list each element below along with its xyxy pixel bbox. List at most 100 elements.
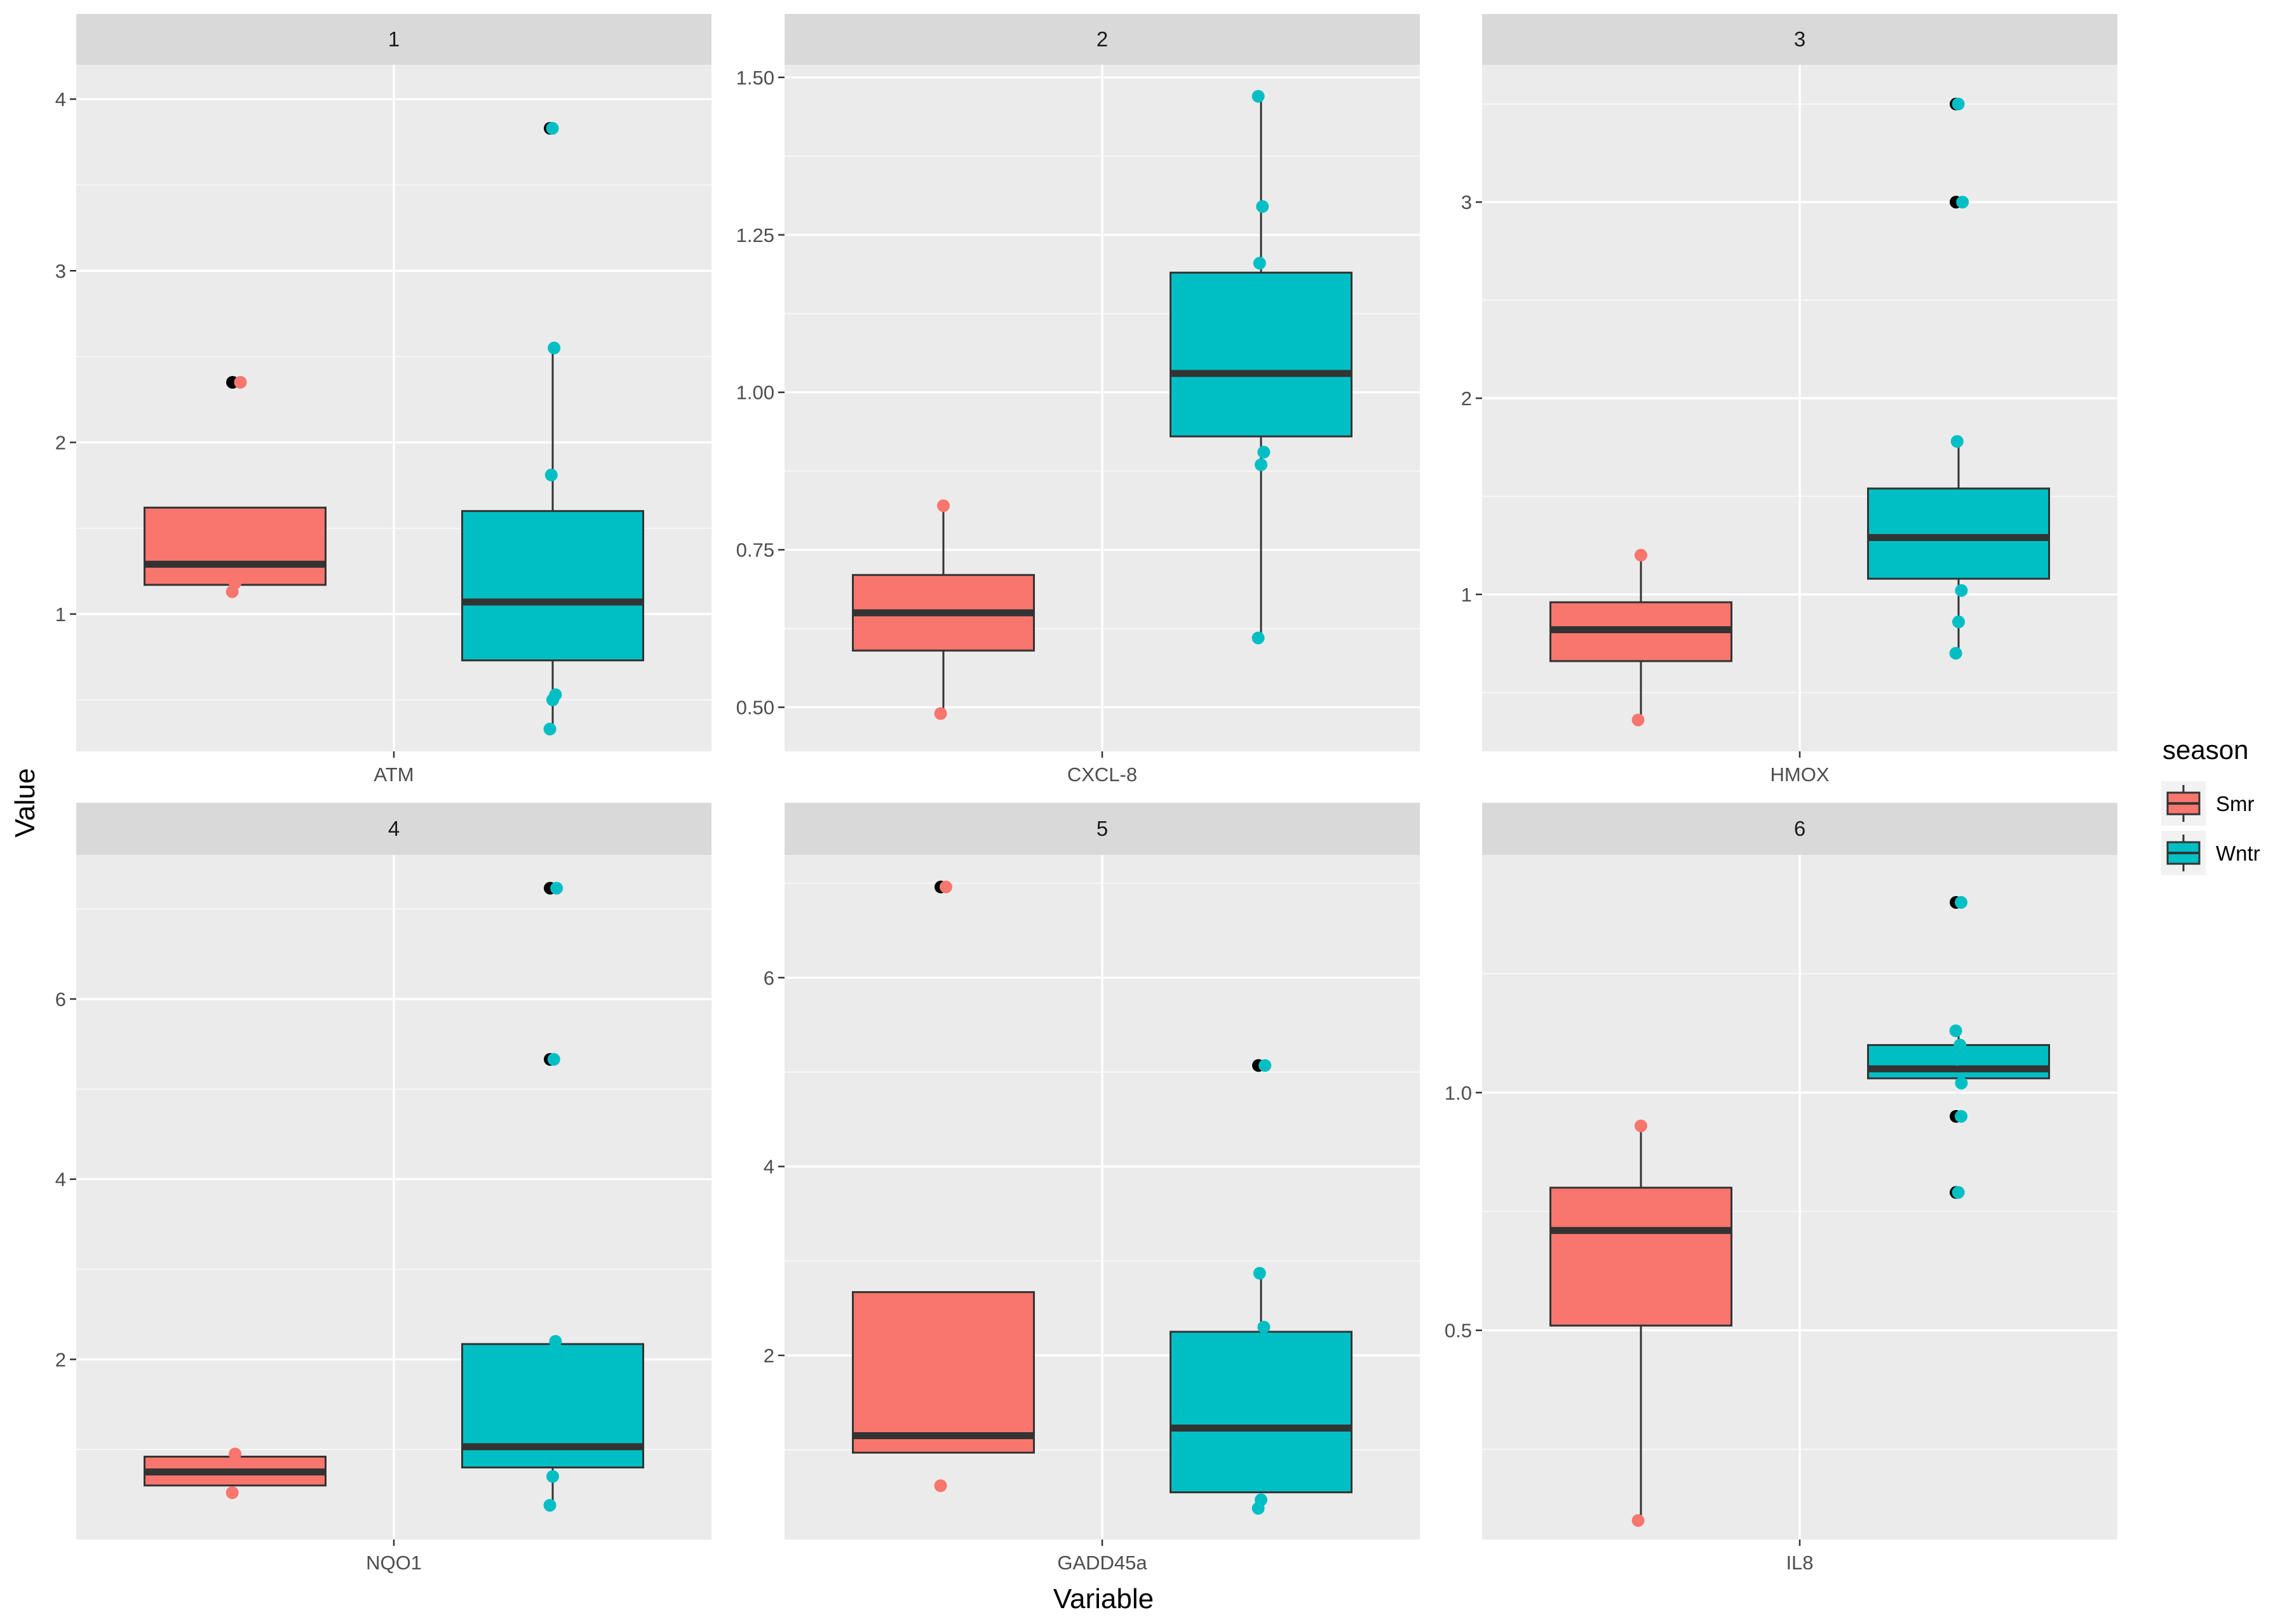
- data-point: [1950, 435, 1964, 448]
- panels-layer: 1 1 2 3 4 ATM 2 0.50 0.75 1.00 1.25 1.50 CXCL-8 3 1 2 3 H…: [55, 14, 2117, 1574]
- iqr-box: [461, 510, 644, 662]
- legend-title: season: [2162, 735, 2248, 765]
- data-point: [234, 375, 247, 389]
- data-point: [226, 1486, 239, 1500]
- data-point: [1956, 196, 1969, 209]
- data-point: [1251, 631, 1265, 645]
- y-tick-label: 6: [55, 988, 66, 1010]
- legend-label-wntr: Wntr: [2216, 842, 2260, 865]
- box-smr: [1549, 549, 1732, 727]
- facet-strip: [785, 14, 1420, 65]
- legend-label-smr: Smr: [2216, 792, 2255, 815]
- box-smr: [1549, 1119, 1732, 1527]
- data-point: [1631, 713, 1645, 727]
- data-point: [940, 880, 952, 894]
- box-wntr: [1867, 97, 2050, 660]
- facet-strip: [785, 803, 1420, 855]
- box-wntr: [461, 121, 644, 735]
- data-point: [548, 341, 561, 354]
- box-smr: [852, 499, 1035, 720]
- data-point: [1258, 1059, 1272, 1072]
- data-point: [1251, 90, 1265, 103]
- iqr-box: [852, 1291, 1035, 1454]
- y-tick-label: 1.00: [736, 382, 774, 404]
- facet-strip: [76, 14, 712, 65]
- iqr-box: [1170, 1331, 1353, 1494]
- box-smr: [144, 375, 327, 598]
- iqr-box: [1867, 487, 2050, 580]
- y-tick-label: 1.0: [1445, 1082, 1472, 1104]
- y-tick-label: 4: [55, 88, 66, 111]
- data-point: [1257, 1320, 1271, 1334]
- data-point: [550, 882, 563, 895]
- x-tick-label: NQO1: [366, 1552, 422, 1574]
- facet-strip-label: 1: [388, 27, 400, 51]
- data-point: [1952, 615, 1965, 629]
- data-point: [543, 1499, 557, 1512]
- data-point: [934, 707, 947, 720]
- y-tick-label: 3: [55, 260, 66, 282]
- x-tick-label: IL8: [1786, 1552, 1813, 1574]
- data-point: [547, 1052, 560, 1066]
- data-point: [1635, 549, 1647, 562]
- y-tick-label: 1: [1461, 584, 1472, 606]
- y-tick-label: 3: [1461, 191, 1472, 213]
- data-point: [937, 499, 950, 513]
- data-point: [1955, 896, 1967, 909]
- y-tick-label: 1.50: [736, 67, 774, 89]
- legend-key-smr: [2161, 781, 2206, 826]
- facet-strip-label: 6: [1794, 817, 1805, 840]
- x-tick-label: GADD45a: [1057, 1552, 1147, 1574]
- data-point: [1955, 584, 1968, 597]
- iqr-box: [144, 506, 327, 586]
- legend: season Smr Wntr: [2161, 735, 2260, 875]
- y-axis-title: Value: [10, 768, 41, 837]
- facet-strip: [1482, 803, 2117, 855]
- y-tick-label: 1.25: [736, 224, 774, 246]
- iqr-box: [1549, 1186, 1732, 1327]
- iqr-box: [1170, 271, 1353, 438]
- y-tick-label: 0.75: [736, 539, 774, 561]
- data-point: [546, 1470, 559, 1483]
- facet-strip-label: 2: [1096, 27, 1108, 51]
- facet-panel-1: 1 1 2 3 4 ATM: [55, 14, 712, 786]
- y-tick-label: 2: [1461, 387, 1472, 410]
- box-wntr: [461, 882, 644, 1512]
- y-tick-label: 1: [55, 603, 66, 626]
- facet-strip-label: 5: [1096, 817, 1108, 840]
- data-point: [934, 1479, 947, 1493]
- box-smr: [144, 1447, 327, 1500]
- data-point: [1950, 1052, 1964, 1066]
- data-point: [1253, 257, 1266, 270]
- facet-strip-label: 3: [1794, 27, 1805, 51]
- facet-strip: [76, 803, 712, 855]
- facet-panel-2: 2 0.50 0.75 1.00 1.25 1.50 CXCL-8: [736, 14, 1420, 786]
- box-wntr: [1170, 90, 1353, 645]
- facet-panel-5: 5 2 4 6 GADD45a: [764, 803, 1420, 1574]
- legend-key-wntr: [2161, 831, 2206, 875]
- data-point: [1635, 1119, 1647, 1132]
- data-point: [549, 688, 562, 701]
- facet-strip-label: 4: [388, 817, 400, 840]
- data-point: [1255, 458, 1267, 471]
- y-tick-label: 0.50: [736, 697, 774, 719]
- data-point: [1952, 1186, 1965, 1199]
- data-point: [1256, 200, 1269, 213]
- y-tick-label: 2: [55, 432, 66, 454]
- data-point: [1257, 445, 1271, 459]
- data-point: [1949, 1024, 1962, 1037]
- data-point: [546, 121, 559, 135]
- facet-panel-3: 3 1 2 3 HMOX: [1461, 14, 2117, 786]
- x-tick-label: CXCL-8: [1067, 763, 1137, 786]
- box-smr: [852, 880, 1035, 1493]
- x-tick-label: ATM: [374, 763, 414, 786]
- data-point: [1631, 1514, 1645, 1527]
- data-point: [229, 1447, 241, 1461]
- y-tick-label: 6: [764, 967, 774, 989]
- box-wntr: [1170, 1059, 1353, 1515]
- y-tick-label: 0.5: [1445, 1320, 1472, 1342]
- y-tick-label: 4: [55, 1169, 66, 1191]
- x-tick-label: HMOX: [1771, 763, 1830, 786]
- y-tick-label: 4: [764, 1156, 774, 1178]
